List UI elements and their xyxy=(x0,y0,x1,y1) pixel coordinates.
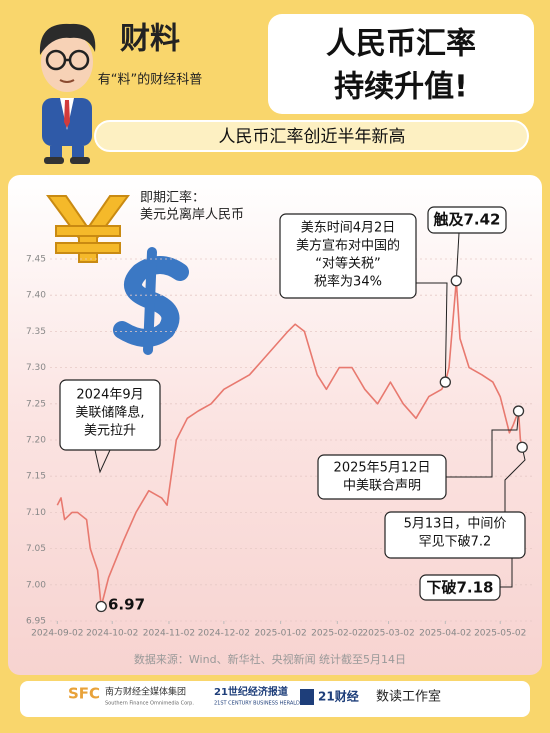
y-tick-label: 7.05 xyxy=(26,544,46,554)
highlight-point xyxy=(439,376,451,388)
callout-box xyxy=(317,454,447,500)
x-tick-label: 2024-10-02 xyxy=(86,629,138,639)
x-tick-label: 2024-11-02 xyxy=(143,629,195,639)
x-tick-label: 2025-04-02 xyxy=(419,629,471,639)
x-tick-label: 2025-05-02 xyxy=(474,629,526,639)
annotation: 美联储降息, xyxy=(75,405,144,421)
x-tick-label: 2024-09-02 xyxy=(31,629,83,639)
y-tick-label: 7.00 xyxy=(26,580,46,590)
y-tick-label: 7.40 xyxy=(26,291,46,301)
x-tick-label: 2025-03-02 xyxy=(362,629,414,639)
source: 数据来源：Wind、新华社、央视新闻 统计截至5月14日 xyxy=(134,652,406,666)
y-tick-label: 7.15 xyxy=(26,472,46,482)
y-tick-label: 7.20 xyxy=(26,436,46,446)
callout-box xyxy=(427,206,507,234)
callout-box xyxy=(279,213,417,299)
highlight-point xyxy=(516,441,528,453)
annotation: 触及7.42 xyxy=(433,211,500,229)
x-tick-label: 2025-02-02 xyxy=(311,629,363,639)
y-tick-label: 7.35 xyxy=(26,327,46,337)
annotation: 罕见下破7.2 xyxy=(419,535,492,550)
annotation: 2024年9月 xyxy=(76,388,143,403)
subtitle: 人民币汇率创近半年新高 xyxy=(219,127,406,147)
leader-line xyxy=(94,449,111,474)
y-tick-label: 7.45 xyxy=(26,255,46,265)
annotation: 下破7.18 xyxy=(426,579,493,597)
leader-line xyxy=(455,232,460,281)
line xyxy=(56,279,523,608)
callout-box xyxy=(384,511,526,559)
y-tick-label: 7.10 xyxy=(26,508,46,518)
chart-title: 美元兑离岸人民币 xyxy=(140,207,244,223)
annotation: 美东时间4月2日 xyxy=(301,221,396,236)
highlight-point xyxy=(95,600,107,613)
annotation: 5月13日，中间价 xyxy=(404,517,507,532)
footer-org: 21世纪经济报道 xyxy=(214,685,288,698)
annotation: 税率为34% xyxy=(314,274,382,290)
title-line: 人民币汇率 xyxy=(326,27,476,62)
annotation: 中美联合声明 xyxy=(343,479,421,494)
y-tick-label: 6.95 xyxy=(26,617,46,627)
footer-icon xyxy=(300,689,314,705)
footer-org-en: Southern Finance Omnimedia Corp. xyxy=(105,701,194,707)
annotation: 2025年5月12日 xyxy=(334,461,431,476)
title-box xyxy=(268,14,534,114)
annotation: “对等关税” xyxy=(315,256,380,272)
x-tick-label: 2024-12-02 xyxy=(198,629,250,639)
yen-icon xyxy=(46,195,130,263)
highlight-point xyxy=(512,405,525,417)
title-line: 持续升值! xyxy=(334,70,468,105)
dollar-icon xyxy=(113,247,189,355)
x-tick-label: 2025-01-02 xyxy=(254,629,306,639)
subtitle-bar xyxy=(94,120,529,152)
leader-line xyxy=(416,282,448,383)
slogan: 有“料”的财经科普 xyxy=(98,72,202,88)
annotation: 美元拉升 xyxy=(84,424,136,439)
brand: 财料 xyxy=(120,22,180,57)
y-tick-label: 7.30 xyxy=(26,363,46,373)
footer-org-en: 21ST CENTURY BUSINESS HERALD xyxy=(214,701,300,707)
highlight-point xyxy=(450,275,462,287)
annotation: 6.97 xyxy=(108,596,145,614)
callout-box xyxy=(59,379,161,451)
footer-org: 21财经 xyxy=(318,689,359,704)
footer-bar xyxy=(20,681,530,717)
chart-title: 即期汇率： xyxy=(140,190,205,206)
y-tick-label: 7.25 xyxy=(26,399,46,409)
leader-line xyxy=(500,558,513,588)
leader-line xyxy=(446,410,520,478)
leader-line xyxy=(504,447,526,512)
footer-logo: SFC xyxy=(68,685,100,703)
character-illustration xyxy=(39,23,96,164)
footer-studio: 数读工作室 xyxy=(376,689,441,705)
annotation: 美方宣布对中国的 xyxy=(296,238,400,254)
callout-box xyxy=(419,574,501,601)
chart: 6.95 7.00 7.05 7.10 7.15 7.20 7.25 7.30 7.35 7.40… xyxy=(26,206,535,639)
footer-org: 南方财经全媒体集团 xyxy=(105,686,186,698)
